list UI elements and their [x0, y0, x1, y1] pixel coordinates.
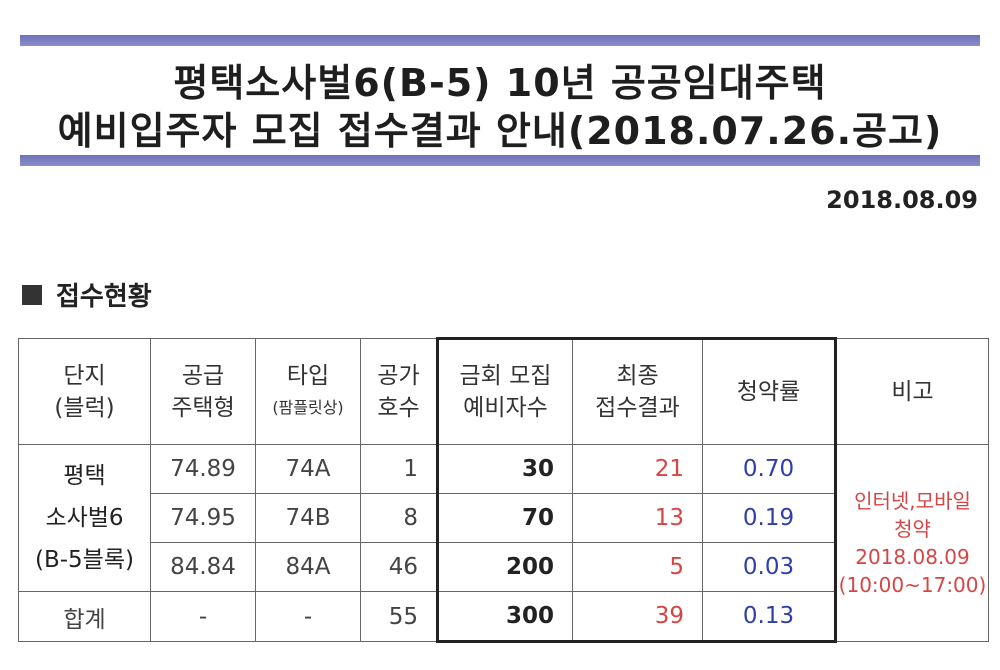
- supply-cell: -: [150, 591, 256, 642]
- bottom-rule: [20, 155, 980, 166]
- table-total-row: 합계 - - 55 300 39 0.13: [18, 591, 989, 643]
- header-recruit-count: 금회 모집 예비자수: [436, 337, 573, 445]
- vacant-cell: 55: [360, 591, 438, 642]
- table-row: 평택 소사벌6 (B-5블록) 74.89 74A 1 30 21 0.70 인…: [18, 444, 989, 642]
- total-label-cell: 합계: [18, 591, 151, 642]
- type-cell: 84A: [255, 542, 361, 592]
- section-title: 접수현황: [56, 282, 152, 312]
- header-unit-type: 타입 (팜플릿상): [255, 338, 361, 445]
- recruit-cell: 300: [436, 591, 573, 643]
- supply-cell: 74.95: [150, 493, 256, 543]
- page-title-line2: 예비입주자 모집 접수결과 안내(2018.07.26.공고): [57, 109, 943, 153]
- final-cell: 5: [572, 542, 703, 592]
- page-title-line1: 평택소사벌6(B-5) 10년 공공임대주택: [173, 61, 827, 105]
- vacant-cell: 8: [360, 493, 438, 543]
- header-remark: 비고: [835, 338, 989, 445]
- recruit-cell: 70: [436, 493, 573, 543]
- status-table: 단지 (블럭) 공급 주택형 타입 (팜플릿상) 공가 호수 금회 모집 예비자…: [18, 337, 989, 643]
- rate-cell: 0.03: [702, 542, 837, 592]
- recruit-cell: 200: [436, 542, 573, 592]
- final-cell: 39: [572, 591, 703, 643]
- type-cell: -: [255, 591, 361, 642]
- type-cell: 74A: [255, 444, 361, 494]
- header-rate: 청약률: [702, 337, 837, 445]
- document-date: 2018.08.09: [826, 186, 978, 214]
- vacant-cell: 46: [360, 542, 438, 592]
- header-vacant-units: 공가 호수: [360, 338, 438, 445]
- recruit-cell: 30: [436, 444, 573, 494]
- rate-cell: 0.70: [702, 444, 837, 494]
- rate-cell: 0.13: [702, 591, 837, 643]
- table-row: 74.95 74B 8 70 13 0.19: [19, 493, 989, 543]
- section-heading: 접수현황: [22, 276, 152, 313]
- final-cell: 21: [572, 444, 703, 494]
- final-cell: 13: [572, 493, 703, 543]
- header-supply-type: 공급 주택형: [150, 338, 256, 445]
- supply-cell: 74.89: [150, 444, 256, 494]
- table-row: 84.84 84A 46 200 5 0.03: [19, 542, 989, 592]
- square-bullet-icon: [22, 284, 42, 305]
- remark-cell: 인터넷,모바일 청약 2018.08.09 (10:00~17:00): [835, 444, 989, 642]
- top-rule: [20, 35, 980, 46]
- header-complex: 단지 (블럭): [18, 338, 151, 445]
- complex-name-cell: 평택 소사벌6 (B-5블록): [18, 444, 151, 592]
- supply-cell: 84.84: [150, 542, 256, 592]
- header-final-result: 최종 접수결과: [572, 337, 703, 445]
- type-cell: 74B: [255, 493, 361, 543]
- vacant-cell: 1: [360, 444, 438, 494]
- table-header-row: 단지 (블럭) 공급 주택형 타입 (팜플릿상) 공가 호수 금회 모집 예비자…: [18, 337, 989, 445]
- rate-cell: 0.19: [702, 493, 837, 543]
